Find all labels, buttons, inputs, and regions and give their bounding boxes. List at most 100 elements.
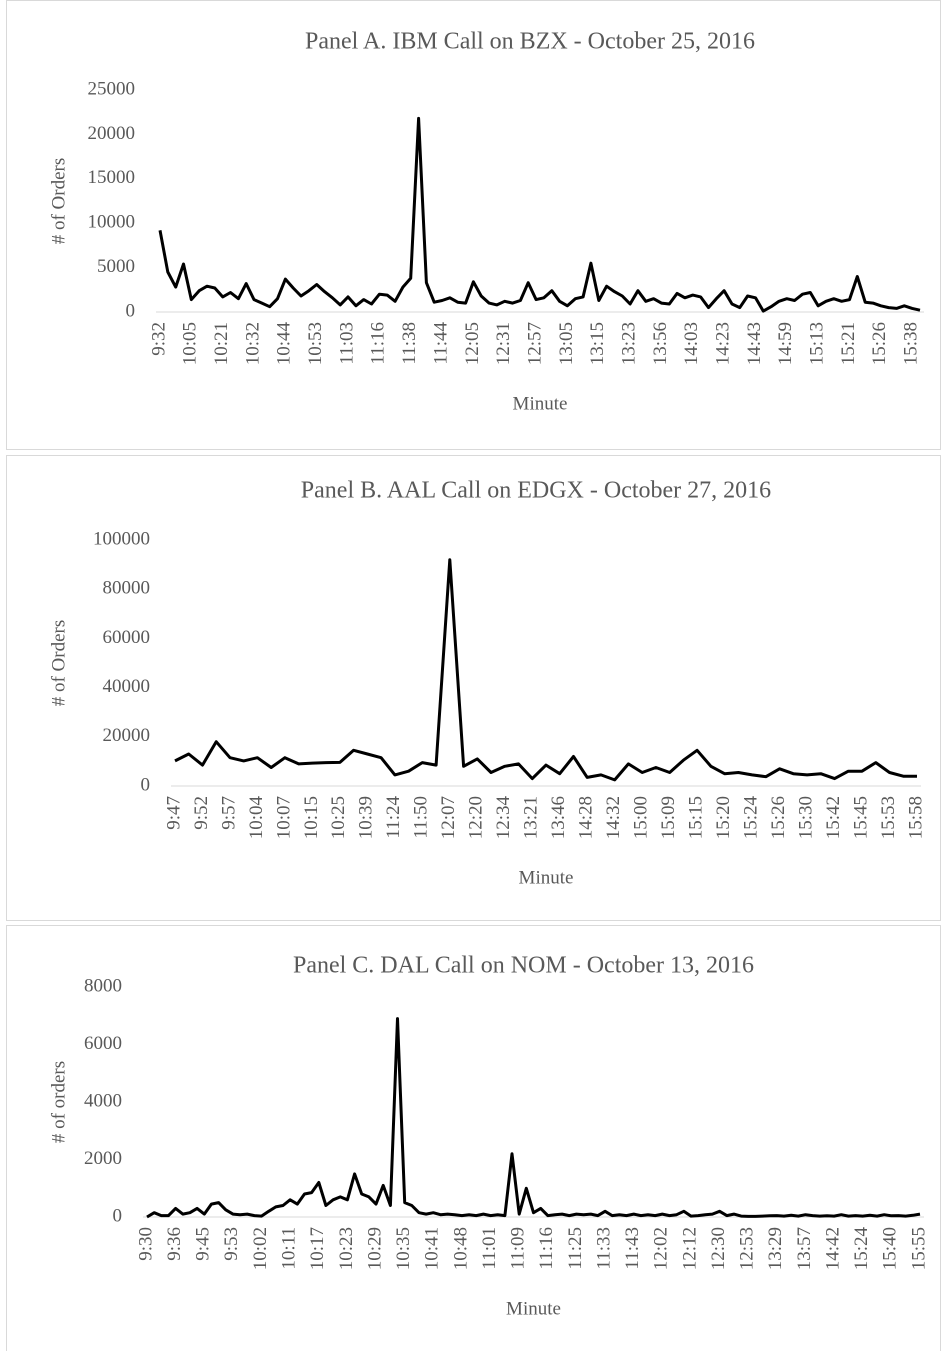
x-tick-label: 9:36	[164, 1227, 185, 1261]
x-tick-label: 10:04	[246, 796, 267, 840]
y-tick-label: 10000	[88, 212, 136, 233]
y-tick-label: 5000	[97, 256, 135, 277]
x-tick-label: 12:31	[493, 322, 514, 365]
x-tick-label: 15:42	[823, 796, 844, 839]
x-tick-label: 9:57	[218, 796, 239, 830]
y-tick-label: 25000	[88, 78, 136, 99]
x-tick-label: 10:53	[305, 322, 326, 365]
y-tick-label: 60000	[103, 627, 151, 648]
y-tick-label: 20000	[88, 123, 136, 144]
panel-frame	[6, 455, 941, 921]
x-tick-label: 11:16	[368, 322, 389, 365]
x-tick-label: 15:13	[807, 322, 828, 365]
x-tick-label: 15:24	[740, 796, 761, 840]
x-tick-label: 10:11	[279, 1227, 300, 1270]
x-tick-label: 15:26	[869, 322, 890, 365]
x-tick-label: 10:23	[336, 1227, 357, 1270]
x-tick-label: 12:02	[651, 1227, 672, 1270]
x-tick-label: 15:15	[686, 796, 707, 839]
chart-title: Panel C. DAL Call on NOM - October 13, 2…	[293, 953, 754, 979]
x-tick-label: 9:47	[163, 796, 184, 830]
x-tick-label: 12:05	[462, 322, 483, 365]
y-tick-label: 2000	[84, 1148, 122, 1169]
x-tick-label: 9:30	[135, 1227, 156, 1261]
panel-frame	[6, 0, 941, 450]
x-tick-label: 15:21	[838, 322, 859, 365]
x-tick-label: 12:30	[708, 1227, 729, 1270]
x-tick-label: 11:43	[622, 1227, 643, 1270]
y-tick-label: 80000	[103, 578, 151, 599]
panel-frame	[6, 925, 941, 1351]
data-line	[146, 1017, 921, 1219]
x-tick-label: 10:48	[450, 1227, 471, 1270]
x-tick-label: 9:32	[148, 322, 169, 356]
x-tick-label: 10:17	[307, 1227, 328, 1270]
x-tick-label: 10:25	[328, 796, 349, 839]
x-tick-label: 15:53	[878, 796, 899, 839]
x-axis-label: Minute	[519, 867, 574, 888]
x-tick-label: 13:29	[765, 1227, 786, 1270]
y-tick-label: 15000	[88, 167, 136, 188]
y-axis-label: # of Orders	[48, 620, 69, 707]
x-tick-label: 15:40	[880, 1227, 901, 1270]
y-tick-label: 100000	[93, 528, 150, 549]
x-tick-label: 13:46	[548, 796, 569, 839]
x-tick-label: 11:24	[383, 796, 404, 839]
data-line	[174, 558, 917, 782]
x-tick-label: 14:32	[603, 796, 624, 839]
x-tick-label: 11:16	[536, 1227, 557, 1270]
y-tick-label: 40000	[103, 676, 151, 697]
y-axis-label: # of Orders	[48, 158, 69, 245]
x-tick-label: 13:15	[587, 322, 608, 365]
x-tick-label: 15:20	[713, 796, 734, 839]
y-tick-label: 0	[141, 774, 151, 795]
x-tick-label: 11:50	[411, 796, 432, 839]
x-tick-label: 10:35	[393, 1227, 414, 1270]
x-tick-label: 13:57	[794, 1227, 815, 1270]
x-tick-label: 15:58	[905, 796, 926, 839]
x-tick-label: 13:23	[618, 322, 639, 365]
x-tick-label: 12:07	[438, 796, 459, 839]
chart-title: Panel B. AAL Call on EDGX - October 27, …	[301, 478, 771, 504]
x-tick-label: 12:57	[524, 322, 545, 365]
x-tick-label: 11:25	[565, 1227, 586, 1270]
x-axis-label: Minute	[513, 393, 568, 414]
x-tick-label: 10:15	[301, 796, 322, 839]
y-tick-label: 6000	[84, 1033, 122, 1054]
x-tick-label: 15:45	[850, 796, 871, 839]
x-tick-label: 14:28	[576, 796, 597, 839]
x-tick-label: 11:01	[479, 1227, 500, 1270]
x-axis-label: Minute	[506, 1298, 561, 1319]
x-tick-label: 12:53	[737, 1227, 758, 1270]
x-tick-label: 15:26	[768, 796, 789, 839]
x-tick-label: 15:38	[901, 322, 922, 365]
x-tick-label: 12:20	[466, 796, 487, 839]
x-tick-label: 15:09	[658, 796, 679, 839]
x-tick-label: 15:00	[631, 796, 652, 839]
x-tick-label: 10:02	[250, 1227, 271, 1270]
x-tick-label: 9:53	[221, 1227, 242, 1261]
y-axis-label: # of orders	[48, 1061, 69, 1143]
x-tick-label: 9:45	[193, 1227, 214, 1261]
x-tick-label: 13:05	[556, 322, 577, 365]
x-tick-label: 12:12	[679, 1227, 700, 1270]
x-tick-label: 14:23	[712, 322, 733, 365]
x-tick-label: 10:05	[180, 322, 201, 365]
x-tick-label: 11:03	[336, 322, 357, 365]
x-tick-label: 14:42	[822, 1227, 843, 1270]
x-tick-label: 10:07	[273, 796, 294, 839]
x-tick-label: 12:34	[493, 796, 514, 840]
x-tick-label: 15:24	[851, 1227, 872, 1271]
x-tick-label: 9:52	[191, 796, 212, 830]
x-tick-label: 10:32	[242, 322, 263, 365]
x-tick-label: 10:44	[274, 322, 295, 366]
x-tick-label: 10:41	[422, 1227, 443, 1270]
x-tick-label: 13:21	[521, 796, 542, 839]
chart-title: Panel A. IBM Call on BZX - October 25, 2…	[305, 29, 755, 55]
x-tick-label: 14:43	[744, 322, 765, 365]
x-tick-label: 13:56	[650, 322, 671, 365]
x-tick-label: 15:30	[795, 796, 816, 839]
x-tick-label: 14:59	[775, 322, 796, 365]
y-tick-label: 0	[126, 300, 136, 321]
